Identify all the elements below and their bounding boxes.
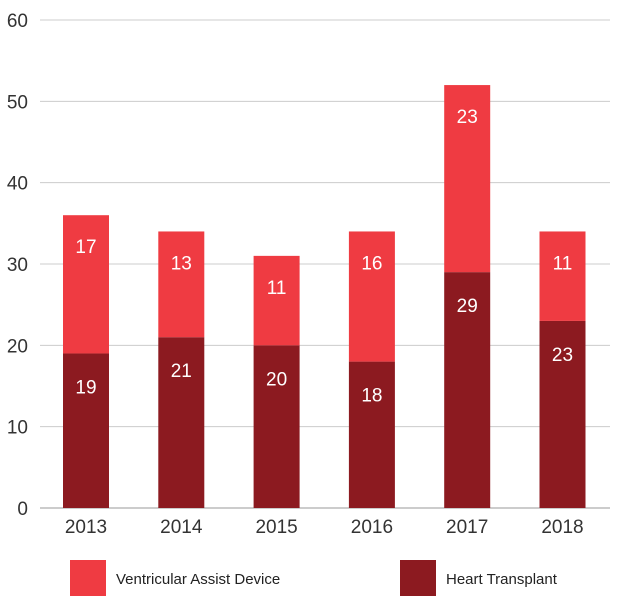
data-label-ventricular-assist-device-2016: 16 — [361, 253, 382, 274]
data-label-heart-transplant-2014: 21 — [171, 361, 192, 382]
legend-swatch-heart-transplant — [400, 560, 436, 596]
bar-heart-transplant-2017 — [444, 272, 491, 508]
legend-swatch-ventricular-assist-device — [70, 560, 106, 596]
bar-heart-transplant-2016 — [348, 361, 395, 508]
legend-label-heart-transplant: Heart Transplant — [446, 571, 558, 588]
data-label-ventricular-assist-device-2017: 23 — [457, 107, 478, 128]
data-label-heart-transplant-2015: 20 — [266, 369, 287, 390]
bar-heart-transplant-2018 — [539, 320, 586, 508]
x-tick-label-2017: 2017 — [446, 517, 488, 538]
y-tick-label-20: 20 — [7, 336, 28, 357]
y-tick-label-50: 50 — [7, 92, 28, 113]
x-tick-label-2018: 2018 — [541, 517, 583, 538]
bar-ventricular-assist-device-2018 — [539, 231, 586, 321]
bar-ventricular-assist-device-2017 — [444, 85, 491, 273]
bar-heart-transplant-2014 — [158, 337, 205, 508]
data-label-ventricular-assist-device-2013: 17 — [75, 237, 96, 258]
data-label-heart-transplant-2018: 23 — [552, 345, 573, 366]
bar-ventricular-assist-device-2013 — [63, 215, 109, 354]
y-tick-label-0: 0 — [17, 499, 28, 520]
y-tick-label-30: 30 — [7, 255, 28, 276]
y-tick-label-40: 40 — [7, 174, 28, 195]
bar-ventricular-assist-device-2016 — [348, 231, 395, 362]
bar-ventricular-assist-device-2014 — [158, 231, 205, 338]
data-label-ventricular-assist-device-2015: 11 — [267, 278, 287, 299]
y-tick-label-60: 60 — [7, 11, 28, 32]
x-tick-label-2013: 2013 — [65, 517, 107, 538]
bar-ventricular-assist-device-2015 — [253, 255, 300, 346]
y-tick-label-10: 10 — [7, 418, 28, 439]
legend-label-ventricular-assist-device: Ventricular Assist Device — [116, 571, 280, 588]
data-label-heart-transplant-2013: 19 — [75, 377, 96, 398]
bar-heart-transplant-2013 — [63, 353, 109, 508]
data-label-heart-transplant-2016: 18 — [361, 386, 382, 407]
x-tick-label-2014: 2014 — [160, 517, 203, 538]
x-tick-label-2016: 2016 — [351, 517, 393, 538]
data-label-ventricular-assist-device-2018: 11 — [553, 253, 573, 274]
x-tick-label-2015: 2015 — [255, 517, 297, 538]
data-label-heart-transplant-2017: 29 — [457, 296, 478, 317]
bar-heart-transplant-2015 — [253, 345, 300, 508]
data-label-ventricular-assist-device-2014: 13 — [171, 253, 192, 274]
